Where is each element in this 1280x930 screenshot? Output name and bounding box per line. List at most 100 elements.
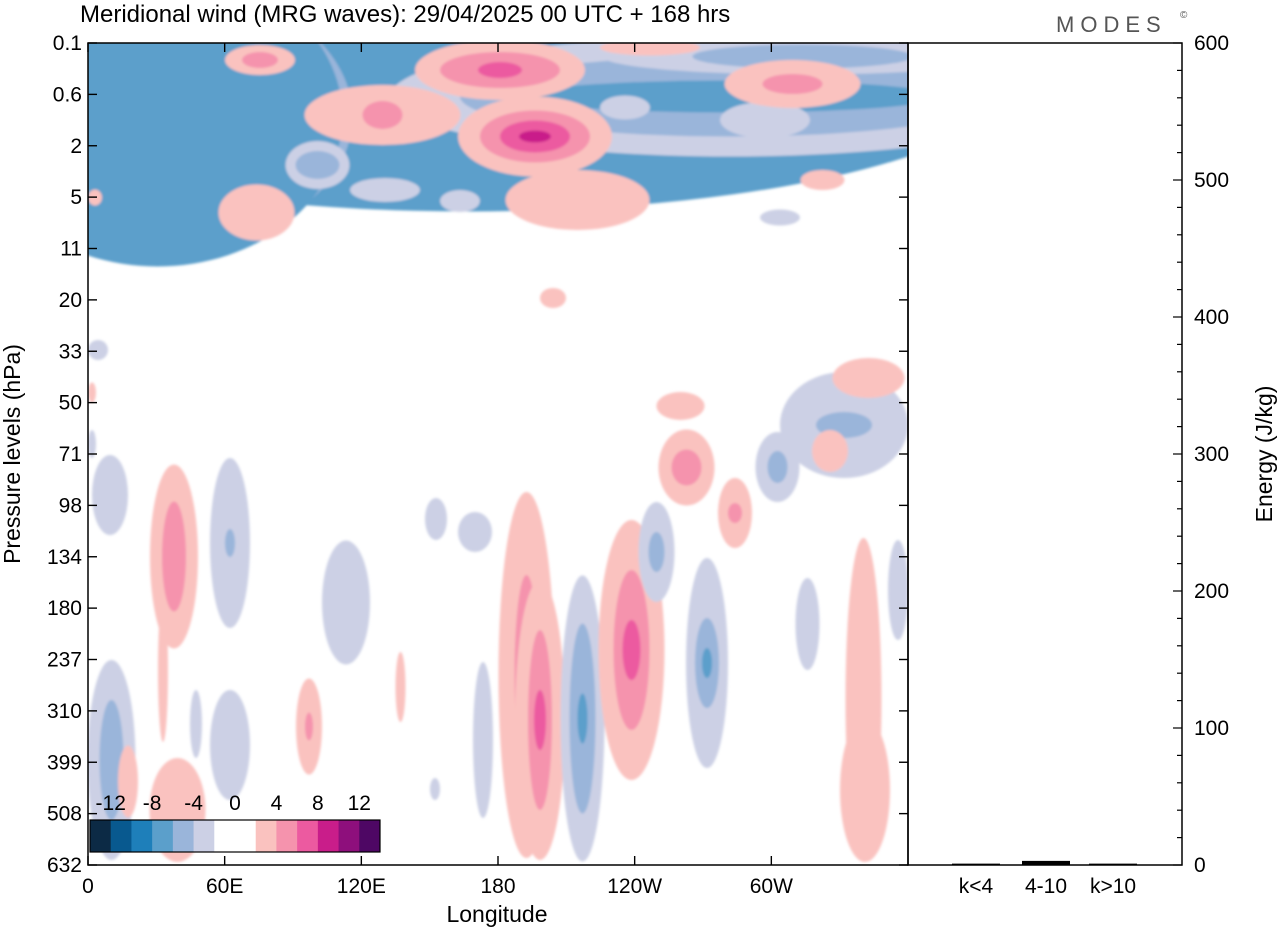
colorbar-label: -12 — [96, 792, 126, 815]
negative-contour — [322, 540, 370, 665]
positive-contour — [800, 170, 845, 190]
colorbar-swatch — [110, 820, 132, 852]
negative-contour — [225, 529, 235, 557]
energy-categories: k<4 4-10 k>10 — [959, 875, 1136, 898]
x-tick-label: 120E — [337, 875, 386, 898]
y-tick-label: 0.1 — [53, 32, 82, 55]
x-tick-label: 60E — [206, 875, 243, 898]
positive-contour — [505, 170, 650, 230]
positive-contour — [622, 620, 641, 680]
energy-tick-label: 0 — [1194, 854, 1206, 877]
positive-contour — [305, 712, 313, 741]
energy-tick-label: 200 — [1194, 580, 1229, 603]
positive-contour — [671, 449, 702, 486]
y-tick-label: 5 — [70, 186, 82, 209]
energy-tick-label: 300 — [1194, 443, 1229, 466]
energy-tick-label: 400 — [1194, 306, 1229, 329]
negative-contour — [692, 44, 908, 69]
positive-contour — [162, 501, 186, 612]
energy-bar — [1089, 863, 1137, 865]
colorbar-swatch — [276, 820, 298, 852]
y-tick-label: 71 — [59, 443, 82, 466]
positive-contour — [840, 718, 890, 862]
contour-field — [88, 43, 908, 862]
chart-title: Meridional wind (MRG waves): 29/04/2025 … — [80, 1, 730, 28]
energy-bar — [1022, 860, 1070, 865]
colorbar: -12 -8 -4 0 4 8 12 — [89, 792, 381, 853]
energy-category-label: k<4 — [959, 875, 994, 898]
negative-contour — [600, 95, 650, 120]
colorbar-label: -4 — [184, 792, 203, 815]
colorbar-swatch — [152, 820, 174, 852]
colorbar-swatch — [317, 820, 340, 852]
negative-contour — [190, 690, 202, 758]
positive-contour — [218, 184, 295, 241]
pressure-axis: 0.1 0.6 2 5 11 20 33 50 71 98 134 180 237 310 399 508 63… — [47, 32, 908, 877]
positive-contour — [395, 652, 406, 722]
modes-logo: MODES — [1056, 12, 1167, 37]
negative-contour — [425, 498, 447, 540]
colorbar-label: 4 — [271, 792, 283, 815]
colorbar-label: 0 — [229, 792, 241, 815]
y-tick-label: 237 — [47, 649, 82, 672]
energy-bar — [952, 863, 1000, 865]
energy-category-label: k>10 — [1090, 875, 1136, 898]
positive-contour — [812, 430, 848, 472]
y-tick-label: 2 — [70, 135, 82, 158]
positive-contour — [656, 392, 705, 420]
negative-contour — [720, 102, 810, 138]
negative-contour — [210, 690, 250, 800]
positive-contour — [832, 358, 905, 398]
positive-contour — [534, 690, 546, 750]
negative-contour — [888, 540, 908, 640]
positive-contour — [762, 74, 823, 94]
colorbar-swatch — [193, 820, 215, 852]
x-tick-label: 180 — [480, 875, 515, 898]
energy-axis: 0 100 200 300 400 500 600 — [1173, 32, 1229, 877]
positive-contour — [118, 745, 138, 818]
colorbar-swatch — [90, 820, 112, 852]
energy-bars — [952, 860, 1137, 865]
negative-contour — [795, 578, 820, 670]
colorbar-label: 8 — [312, 792, 324, 815]
y-tick-label: 20 — [59, 289, 82, 312]
negative-contour — [88, 43, 343, 267]
negative-contour — [473, 662, 493, 818]
colorbar-swatch — [172, 820, 195, 852]
negative-contour — [88, 430, 96, 458]
y-tick-label: 33 — [59, 340, 82, 363]
negative-contour — [430, 778, 440, 800]
energy-tick-label: 500 — [1194, 169, 1229, 192]
positive-contour — [478, 62, 522, 78]
colorbar-swatch — [255, 820, 277, 852]
negative-contour — [458, 512, 492, 552]
colorbar-swatch — [359, 820, 381, 852]
positive-contour — [519, 130, 551, 143]
positive-contour — [540, 288, 566, 308]
energy-tick-label: 600 — [1194, 32, 1229, 55]
y-tick-label: 134 — [47, 546, 82, 569]
negative-contour — [577, 693, 588, 744]
negative-contour — [760, 209, 800, 226]
negative-contour — [648, 532, 665, 572]
longitude-axis: 0 60E 120E 180 120W 60W — [82, 43, 793, 898]
energy-tick-label: 100 — [1194, 717, 1229, 740]
logo-mark: © — [1180, 10, 1188, 21]
negative-contour — [702, 648, 712, 678]
energy-category-label: 4-10 — [1025, 875, 1067, 898]
colorbar-swatch — [131, 820, 153, 852]
y-tick-label: 98 — [59, 494, 82, 517]
energy-axis-label: Energy (J/kg) — [1251, 386, 1277, 523]
x-tick-label: 0 — [82, 875, 94, 898]
y-axis-label: Pressure levels (hPa) — [0, 344, 25, 564]
negative-contour — [295, 151, 340, 179]
colorbar-swatch — [214, 820, 236, 852]
y-tick-label: 11 — [60, 238, 82, 261]
y-tick-label: 180 — [47, 597, 82, 620]
negative-contour — [88, 340, 108, 360]
positive-contour — [600, 43, 700, 56]
negative-contour — [440, 190, 480, 212]
colorbar-swatch — [297, 820, 319, 852]
y-tick-label: 50 — [59, 392, 82, 415]
